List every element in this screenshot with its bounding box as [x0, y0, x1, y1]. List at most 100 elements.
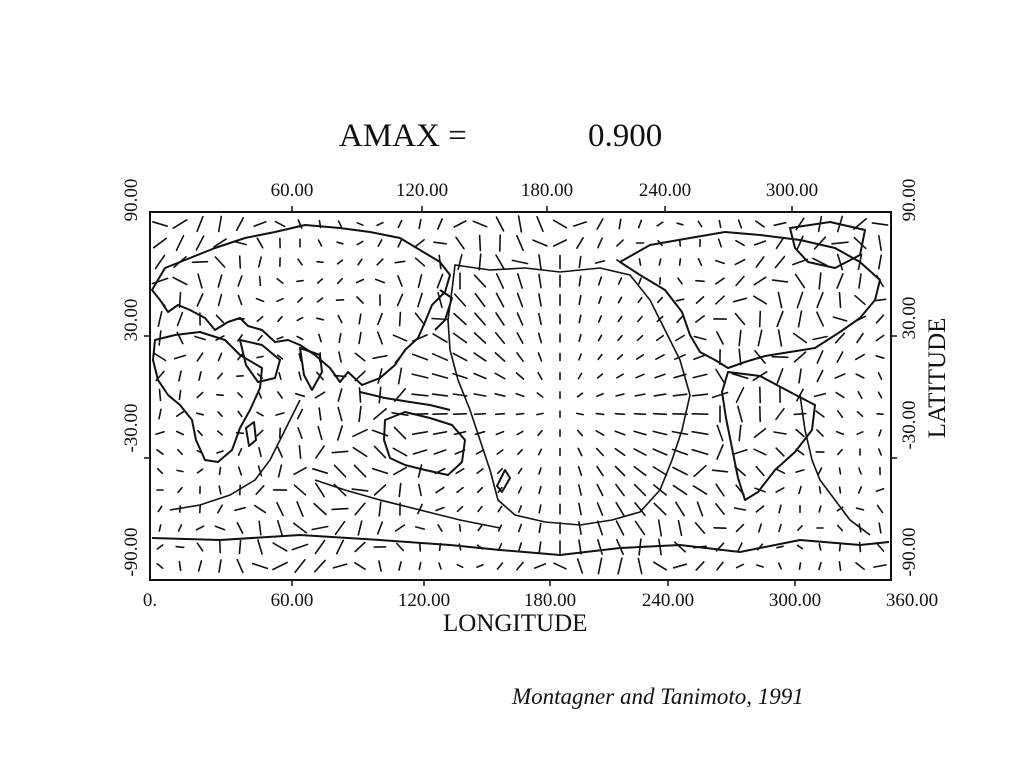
- anisotropy-bar: [835, 430, 845, 436]
- anisotropy-bar: [572, 221, 588, 227]
- anisotropy-bar: [178, 291, 182, 309]
- anisotropy-bar: [356, 296, 364, 304]
- anisotropy-bar: [217, 410, 223, 418]
- anisotropy-bar: [453, 220, 467, 228]
- anisotropy-bar: [173, 255, 187, 269]
- anisotropy-bar: [473, 332, 487, 344]
- anisotropy-bar: [517, 542, 523, 552]
- anisotropy-bar: [417, 273, 423, 289]
- anisotropy-bar: [517, 523, 523, 533]
- anisotropy-bar: [276, 519, 284, 537]
- anisotropy-bar: [576, 392, 584, 398]
- anisotropy-bar: [777, 291, 783, 309]
- anisotropy-bar: [155, 370, 165, 382]
- anisotropy-bar: [195, 235, 205, 251]
- anisotropy-bar: [276, 391, 284, 399]
- anisotropy-bar: [734, 258, 746, 266]
- anisotropy-bar: [172, 219, 188, 229]
- anisotropy-bar: [218, 466, 222, 476]
- anisotropy-bar: [737, 219, 743, 229]
- anisotropy-bar: [456, 563, 464, 569]
- anisotropy-bar: [391, 411, 409, 417]
- anisotropy-bar: [432, 430, 448, 436]
- axis-tick-marks: [144, 206, 897, 586]
- anisotropy-bar: [836, 409, 844, 419]
- anisotropy-bar: [856, 430, 864, 436]
- anisotropy-bar: [357, 520, 363, 536]
- anisotropy-bar: [256, 429, 264, 437]
- anisotropy-bar: [356, 222, 364, 226]
- anisotropy-bar: [335, 539, 345, 555]
- anisotropy-bar: [773, 431, 787, 435]
- anisotropy-bar: [834, 332, 846, 344]
- anisotropy-bar: [293, 466, 307, 476]
- anisotropy-bar: [576, 558, 584, 574]
- anisotropy-bar: [676, 314, 684, 324]
- anisotropy-bar: [672, 563, 688, 569]
- anisotropy-bar: [257, 391, 263, 399]
- anisotropy-bar: [816, 369, 824, 383]
- anisotropy-bar: [373, 484, 387, 496]
- anisotropy-bar: [855, 507, 865, 511]
- anisotropy-bar: [795, 428, 805, 438]
- anisotropy-bar: [438, 254, 442, 270]
- south-america-coast: [721, 371, 816, 501]
- anisotropy-bar: [652, 484, 668, 496]
- anisotropy-bar: [475, 449, 485, 455]
- anisotropy-bar: [553, 562, 567, 570]
- anisotropy-bar: [156, 467, 164, 475]
- top-tick-300: 300.00: [765, 180, 819, 201]
- anisotropy-bar: [316, 260, 324, 264]
- top-tick-240: 240.00: [638, 180, 692, 201]
- anisotropy-bar: [473, 274, 487, 288]
- anisotropy-bar: [537, 371, 543, 381]
- anisotropy-bar: [315, 317, 325, 321]
- anisotropy-bar: [857, 390, 863, 400]
- anisotropy-bar: [855, 373, 865, 379]
- anisotropy-bar: [797, 310, 803, 328]
- anisotropy-bar: [394, 524, 406, 532]
- anisotropy-bar: [798, 368, 802, 384]
- anisotropy-bar: [778, 504, 782, 514]
- antarctica-coast: [151, 534, 890, 556]
- anisotropy-bar: [656, 221, 664, 227]
- anisotropy-bar: [393, 426, 407, 440]
- anisotropy-bar: [878, 522, 882, 534]
- anisotropy-bar: [578, 314, 582, 324]
- anisotropy-bar: [692, 485, 708, 495]
- anisotropy-bar: [394, 260, 406, 264]
- anisotropy-bar: [217, 504, 223, 514]
- anisotropy-bar: [858, 523, 862, 533]
- anisotropy-bar: [597, 276, 603, 286]
- anisotropy-bar: [354, 502, 366, 516]
- anisotropy-bar: [614, 465, 626, 477]
- anisotropy-bar: [373, 445, 387, 459]
- anisotropy-bar: [296, 335, 304, 341]
- anisotropy-bar: [813, 236, 827, 250]
- anisotropy-bar: [297, 426, 303, 440]
- anisotropy-bar: [216, 430, 224, 436]
- anisotropy-bar: [417, 503, 423, 515]
- anisotropy-bar: [614, 430, 626, 436]
- anisotropy-bar: [517, 505, 523, 513]
- anisotropy-bar: [735, 563, 745, 569]
- anisotropy-bar: [152, 221, 168, 227]
- anisotropy-bar: [652, 448, 668, 456]
- anisotropy-bar: [818, 272, 822, 290]
- anisotropy-bar: [473, 412, 487, 416]
- anisotropy-bar: [178, 370, 182, 382]
- anisotropy-bar: [816, 291, 824, 309]
- madagascar-coast: [245, 421, 257, 447]
- anisotropy-bar: [771, 355, 789, 359]
- anisotropy-bar: [758, 310, 762, 328]
- anisotropy-bar: [752, 370, 768, 382]
- anisotropy-bar: [251, 562, 269, 570]
- anisotropy-bar: [452, 332, 468, 344]
- anisotropy-bar: [595, 447, 605, 457]
- anisotropy-bar: [354, 370, 366, 382]
- anisotropy-bar: [411, 373, 429, 379]
- anisotropy-bar: [853, 315, 867, 323]
- anisotropy-bar: [198, 371, 202, 381]
- anisotropy-bar: [474, 292, 486, 308]
- anisotropy-bar: [435, 506, 445, 512]
